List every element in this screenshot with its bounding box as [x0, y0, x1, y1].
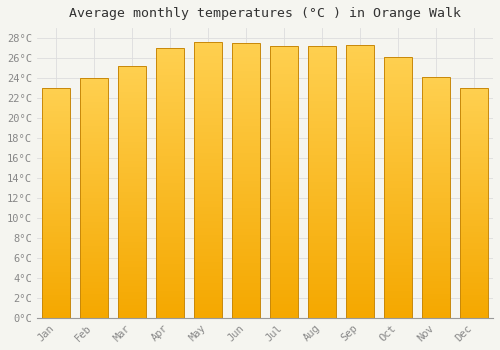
- Bar: [80, 78, 108, 318]
- Title: Average monthly temperatures (°C ) in Orange Walk: Average monthly temperatures (°C ) in Or…: [69, 7, 461, 20]
- Bar: [232, 43, 260, 318]
- Bar: [194, 42, 222, 318]
- Bar: [118, 66, 146, 318]
- Bar: [346, 45, 374, 318]
- Bar: [42, 88, 70, 318]
- Bar: [460, 88, 487, 318]
- Bar: [156, 48, 184, 318]
- Bar: [384, 57, 411, 318]
- Bar: [270, 46, 297, 318]
- Bar: [308, 46, 336, 318]
- Bar: [422, 77, 450, 318]
